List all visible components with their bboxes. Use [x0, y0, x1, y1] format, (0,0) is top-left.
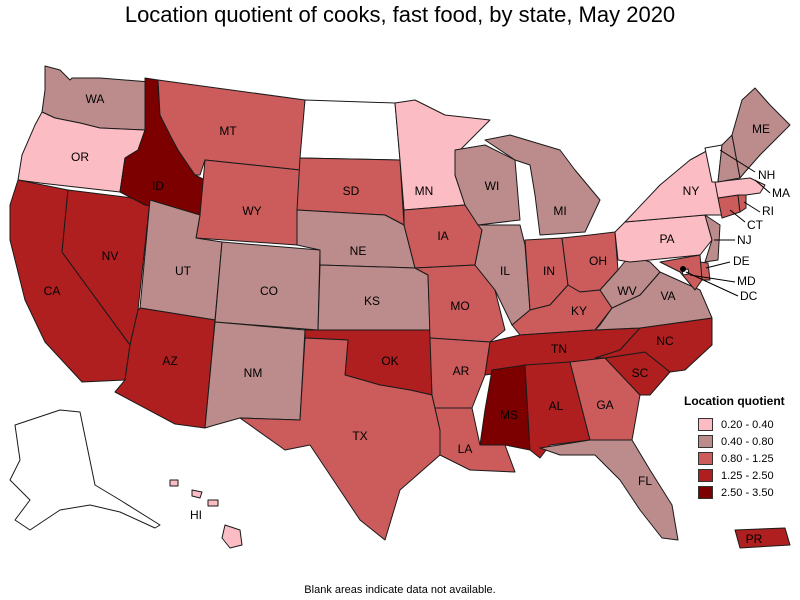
map-title: Location quotient of cooks, fast food, b… — [124, 2, 676, 27]
state-MD[interactable] — [659, 254, 703, 291]
state-label-NJ: NJ — [737, 233, 752, 247]
state-label-KS: KS — [364, 294, 380, 308]
state-label-OR: OR — [71, 150, 89, 164]
state-label-NE: NE — [350, 244, 367, 258]
state-label-GA: GA — [596, 398, 613, 412]
state-label-CA: CA — [44, 284, 61, 298]
state-RI[interactable] — [737, 194, 747, 213]
legend-label: 1.25 - 2.50 — [721, 469, 774, 482]
state-label-RI: RI — [762, 204, 774, 218]
state-label-NH: NH — [758, 168, 775, 182]
state-HI[interactable] — [221, 524, 243, 549]
state-label-DC: DC — [740, 289, 758, 303]
state-GA[interactable] — [569, 357, 641, 441]
state-label-MD: MD — [737, 274, 756, 288]
state-label-WA: WA — [86, 92, 105, 106]
legend-swatch — [698, 452, 713, 465]
state-label-NY: NY — [683, 184, 700, 198]
legend-swatch — [698, 469, 713, 482]
leader-line-MA — [754, 179, 771, 194]
state-label-SC: SC — [632, 366, 649, 380]
state-label-AR: AR — [453, 364, 470, 378]
state-label-ME: ME — [752, 122, 770, 136]
state-FL[interactable] — [539, 439, 679, 541]
legend-row: 0.40 - 0.80 — [684, 433, 796, 450]
state-label-IN: IN — [543, 264, 555, 278]
state-label-WV: WV — [617, 284, 636, 298]
legend-label: 0.20 - 0.40 — [721, 418, 774, 431]
leader-line-NH — [719, 149, 756, 173]
state-label-CO: CO — [260, 284, 278, 298]
state-label-WI: WI — [485, 179, 500, 193]
state-WY[interactable] — [195, 159, 301, 246]
state-label-MT: MT — [219, 124, 237, 138]
state-ME[interactable] — [731, 87, 791, 179]
state-label-VA: VA — [660, 289, 675, 303]
footnote: Blank areas indicate data not available. — [304, 584, 496, 596]
state-label-OH: OH — [589, 254, 607, 268]
state-label-MO: MO — [450, 299, 469, 313]
state-label-MN: MN — [415, 184, 434, 198]
state-MI[interactable] — [484, 134, 601, 236]
legend-swatch — [698, 486, 713, 499]
state-label-SD: SD — [343, 184, 360, 198]
state-label-NC: NC — [656, 334, 674, 348]
state-WV[interactable] — [599, 254, 661, 309]
leader-line-CT — [729, 209, 746, 223]
state-ND[interactable] — [299, 99, 401, 161]
state-label-PA: PA — [659, 232, 674, 246]
legend-row: 0.80 - 1.25 — [684, 450, 796, 467]
dc-marker — [680, 266, 686, 272]
state-label-TX: TX — [352, 429, 367, 443]
leader-line-DC — [685, 271, 739, 297]
legend-row: 1.25 - 2.50 — [684, 467, 796, 484]
state-HI-small-2[interactable] — [191, 489, 203, 499]
state-label-WY: WY — [242, 204, 261, 218]
state-LA[interactable] — [434, 407, 516, 473]
state-label-TN: TN — [551, 342, 567, 356]
state-label-LA: LA — [458, 442, 473, 456]
state-NC[interactable] — [594, 317, 713, 373]
legend-title: Location quotient — [684, 394, 785, 408]
leader-line-RI — [743, 201, 761, 213]
state-AK[interactable] — [9, 409, 161, 531]
state-label-UT: UT — [175, 264, 192, 278]
leader-line-DE — [705, 261, 731, 269]
state-label-IA: IA — [437, 229, 448, 243]
state-label-MS: MS — [500, 408, 518, 422]
state-MA[interactable] — [714, 177, 766, 199]
state-label-ID: ID — [152, 179, 164, 193]
state-CT[interactable] — [717, 194, 741, 219]
legend: Location quotient 0.20 - 0.40 0.40 - 0.80… — [684, 394, 796, 501]
state-NJ[interactable] — [704, 214, 721, 263]
legend-swatch — [698, 435, 713, 448]
state-label-NM: NM — [244, 366, 263, 380]
state-label-KY: KY — [571, 304, 587, 318]
state-label-DE: DE — [733, 254, 750, 268]
state-label-NV: NV — [102, 249, 119, 263]
state-label-PR: PR — [746, 532, 763, 546]
state-label-HI: HI — [190, 508, 202, 522]
legend-label: 0.40 - 0.80 — [721, 435, 774, 448]
legend-row: 2.50 - 3.50 — [684, 484, 796, 501]
state-HI-small-1[interactable] — [169, 479, 179, 487]
state-HI-small-3[interactable] — [207, 499, 219, 507]
state-label-FL: FL — [638, 474, 652, 488]
legend-row: 0.20 - 0.40 — [684, 416, 796, 433]
legend-label: 2.50 - 3.50 — [721, 486, 774, 499]
state-label-CT: CT — [747, 218, 764, 232]
state-PR[interactable] — [734, 527, 791, 549]
state-label-OK: OK — [381, 354, 398, 368]
state-label-AZ: AZ — [162, 354, 177, 368]
legend-swatch — [698, 418, 713, 431]
state-WI[interactable] — [454, 144, 521, 226]
state-label-MI: MI — [553, 204, 566, 218]
state-TX[interactable] — [239, 337, 441, 541]
state-label-IL: IL — [500, 264, 510, 278]
state-label-AL: AL — [549, 399, 564, 413]
legend-label: 0.80 - 1.25 — [721, 452, 774, 465]
state-label-MA: MA — [772, 186, 790, 200]
leader-line-MD — [689, 274, 736, 283]
